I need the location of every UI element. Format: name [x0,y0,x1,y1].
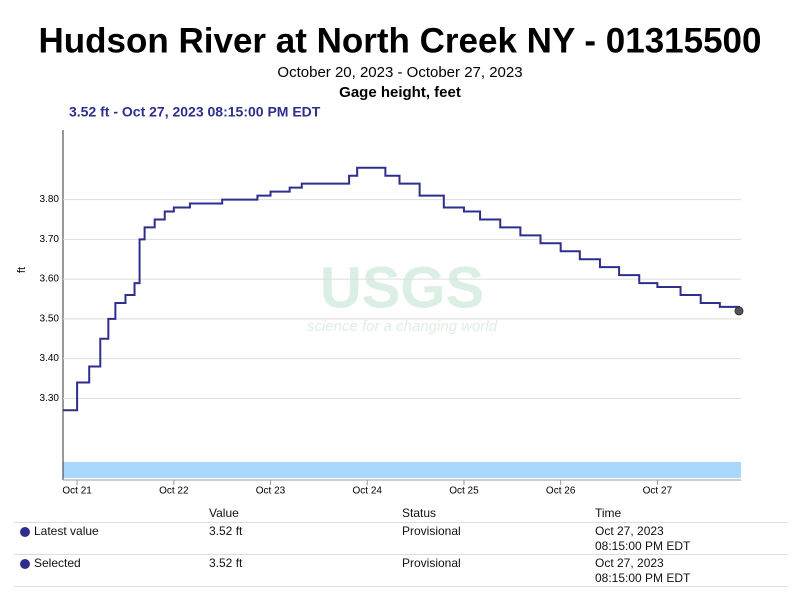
table-cell: 3.52 ft [209,524,243,538]
header-cell: Value [209,506,239,520]
row-marker [20,527,30,537]
table-row: Latest value 3.52 ft Provisional Oct 27, 20… [14,523,788,555]
latest-point [734,306,744,316]
table-cell: Latest value [34,524,99,538]
table: Value Status Time Latest value 3.52 ft Pro… [14,506,788,587]
y-tick-label: 3.30 [40,393,60,404]
table-cell: Provisional [402,556,461,570]
watermark-tagline: science for a changing world [307,318,498,335]
x-tick-label: Oct 21 [62,486,92,497]
y-tick-label: 3.70 [40,234,60,245]
table-cell: Oct 27, 2023 [595,556,664,570]
data-line [63,166,740,412]
subtitle: October 20, 2023 - October 27, 2023 [277,64,522,81]
row-marker [20,559,30,569]
x-tick-label: Oct 26 [546,486,576,497]
x-tick-label: Oct 25 [449,486,479,497]
parameter: Gage height, feet [339,84,461,101]
watermark: USGS [320,255,484,320]
readout: 3.52 ft - Oct 27, 2023 08:15:00 PM EDT [69,104,321,120]
x-tick-label: Oct 27 [643,486,673,497]
x-tick-label: Oct 23 [256,486,286,497]
table-header: Value Status Time [14,506,788,523]
header-cell: Status [402,506,437,520]
y-tick-label: 3.40 [40,353,60,364]
table-cell: Selected [34,556,81,570]
table-cell: Provisional [402,524,461,538]
y-tick-label: 3.50 [40,313,60,324]
y-tick-label: 3.80 [40,194,60,205]
x-tick-label: Oct 22 [159,486,189,497]
table-cell: Oct 27, 2023 [595,524,664,538]
chart: Hudson River at North Creek NY - 0131550… [16,21,762,497]
table-cell: 3.52 ft [209,556,243,570]
chart-title: Hudson River at North Creek NY - 0131550… [39,21,762,60]
y-axis-label: ft [16,267,28,273]
header-cell: Time [595,506,622,520]
table-row: Selected 3.52 ft Provisional Oct 27, 2023 08… [14,555,788,587]
x-tick-label: Oct 24 [353,486,383,497]
navigator-band [63,462,741,478]
table-cell: 08:15:00 PM EDT [595,571,691,585]
table-cell: 08:15:00 PM EDT [595,539,691,553]
y-tick-label: 3.60 [40,274,60,285]
